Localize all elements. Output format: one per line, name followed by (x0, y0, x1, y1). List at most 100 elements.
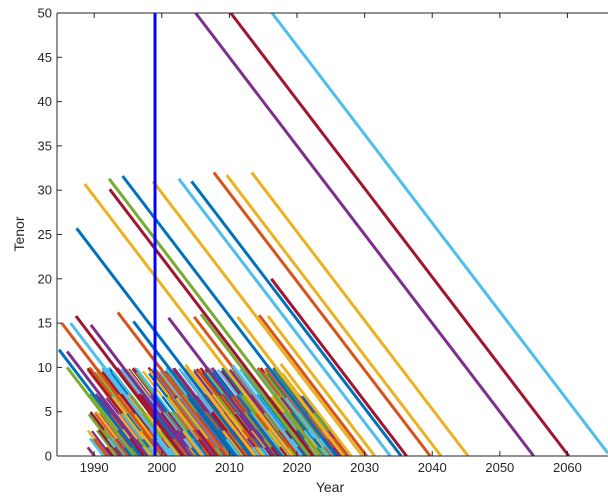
y-tick-label: 40 (38, 94, 52, 109)
series-line-20 (116, 311, 229, 456)
dense-series-line (188, 446, 198, 456)
dense-series-line (87, 446, 96, 456)
y-tick-label: 35 (38, 138, 52, 153)
series-line-9 (177, 177, 392, 456)
x-tick-label: 2020 (283, 460, 312, 475)
series-layer (57, 13, 608, 456)
dense-series-line (187, 397, 234, 456)
series-line-15 (270, 277, 408, 456)
x-tick-label: 2060 (553, 460, 582, 475)
series-line-30 (65, 366, 136, 456)
dense-series-line (193, 438, 209, 456)
x-axis-ticks: 1990 2000 2010 2020 2030 2040 2050 2060 (80, 13, 582, 475)
dense-series-line (129, 437, 145, 456)
series-line-2 (229, 13, 570, 456)
dense-series-line (192, 429, 215, 456)
y-axis-label: Tenor (11, 216, 27, 251)
series-line-28 (57, 348, 142, 456)
dense-series-line (264, 446, 273, 456)
dense-series-line (144, 446, 153, 456)
dense-series-line (98, 429, 120, 456)
x-tick-label: 2040 (418, 460, 447, 475)
dense-series-line (304, 437, 320, 456)
series-line-24 (199, 313, 311, 456)
dense-series-line (197, 429, 219, 456)
dense-series-line (317, 446, 327, 456)
dense-series-line (186, 393, 236, 456)
dense-series-line (247, 411, 283, 456)
series-line-13 (190, 180, 403, 456)
dense-series-line (109, 446, 118, 456)
series-line-8 (151, 180, 364, 456)
dense-series-line (182, 430, 204, 456)
dense-series-line (255, 446, 265, 456)
dense-series-line (287, 446, 296, 456)
dense-series-line (170, 446, 180, 456)
dense-series-line (278, 446, 288, 456)
dense-series-line (262, 446, 271, 456)
x-tick-label: 1990 (80, 460, 109, 475)
dense-series-line (253, 437, 269, 456)
series-line-10 (212, 171, 432, 456)
dense-series-line (123, 446, 133, 456)
series-line-33 (279, 362, 353, 456)
series-line-22 (167, 316, 276, 456)
dense-series-line (282, 438, 298, 456)
dense-series-line (251, 446, 260, 456)
y-axis-ticks: 0 5 10 15 20 25 30 35 40 45 50 (38, 6, 62, 464)
y-tick-label: 0 (45, 449, 52, 464)
series-line-5 (107, 177, 322, 456)
x-tick-label: 2030 (350, 460, 379, 475)
dense-series-line (201, 446, 210, 456)
dense-series-line (225, 438, 241, 456)
x-tick-label: 2050 (485, 460, 514, 475)
series-line-31 (184, 363, 257, 456)
series-line-25 (236, 315, 345, 456)
dense-series-line (328, 430, 350, 456)
series-line-6 (108, 188, 315, 456)
dense-series-line (270, 430, 291, 456)
y-tick-label: 10 (38, 360, 52, 375)
dense-series-line (114, 446, 123, 456)
series-line-4 (121, 175, 338, 456)
series-line-21 (132, 320, 238, 456)
dense-series-line (96, 446, 105, 456)
y-tick-label: 50 (38, 6, 52, 21)
series-line-29 (65, 350, 149, 456)
dense-series-line (172, 438, 188, 456)
dense-series-line (139, 430, 161, 456)
x-tick-label: 2000 (147, 460, 176, 475)
series-line-32 (231, 364, 303, 456)
dense-series-line (180, 430, 202, 456)
dense-series-line (318, 437, 334, 456)
y-tick-label: 20 (38, 271, 52, 286)
dense-series-line (93, 438, 108, 456)
dense-series-line (197, 438, 213, 456)
y-tick-label: 45 (38, 50, 52, 65)
dense-series-line (258, 446, 267, 456)
y-tick-label: 25 (38, 227, 52, 242)
dense-series-line (270, 446, 280, 456)
dense-series-line (156, 438, 171, 456)
y-tick-label: 5 (45, 404, 52, 419)
y-tick-label: 30 (38, 183, 52, 198)
dense-series-line (103, 428, 125, 456)
dense-series-line (338, 446, 347, 456)
series-line-16 (74, 315, 184, 456)
series-line-1 (194, 13, 535, 456)
y-tick-label: 15 (38, 316, 52, 331)
dense-series-line (105, 446, 114, 456)
series-line-12 (250, 171, 470, 456)
dense-series-line (320, 447, 329, 456)
dense-series-line (323, 446, 332, 456)
dense-series-line (214, 446, 223, 456)
dense-series-line (315, 446, 325, 456)
dense-series-line (90, 430, 112, 456)
series-line-3 (270, 13, 608, 455)
series-line-19 (89, 323, 193, 456)
x-axis-label: Year (316, 479, 345, 495)
series-line-17 (60, 322, 165, 456)
series-line-27 (266, 315, 376, 456)
series-line-26 (257, 314, 368, 456)
